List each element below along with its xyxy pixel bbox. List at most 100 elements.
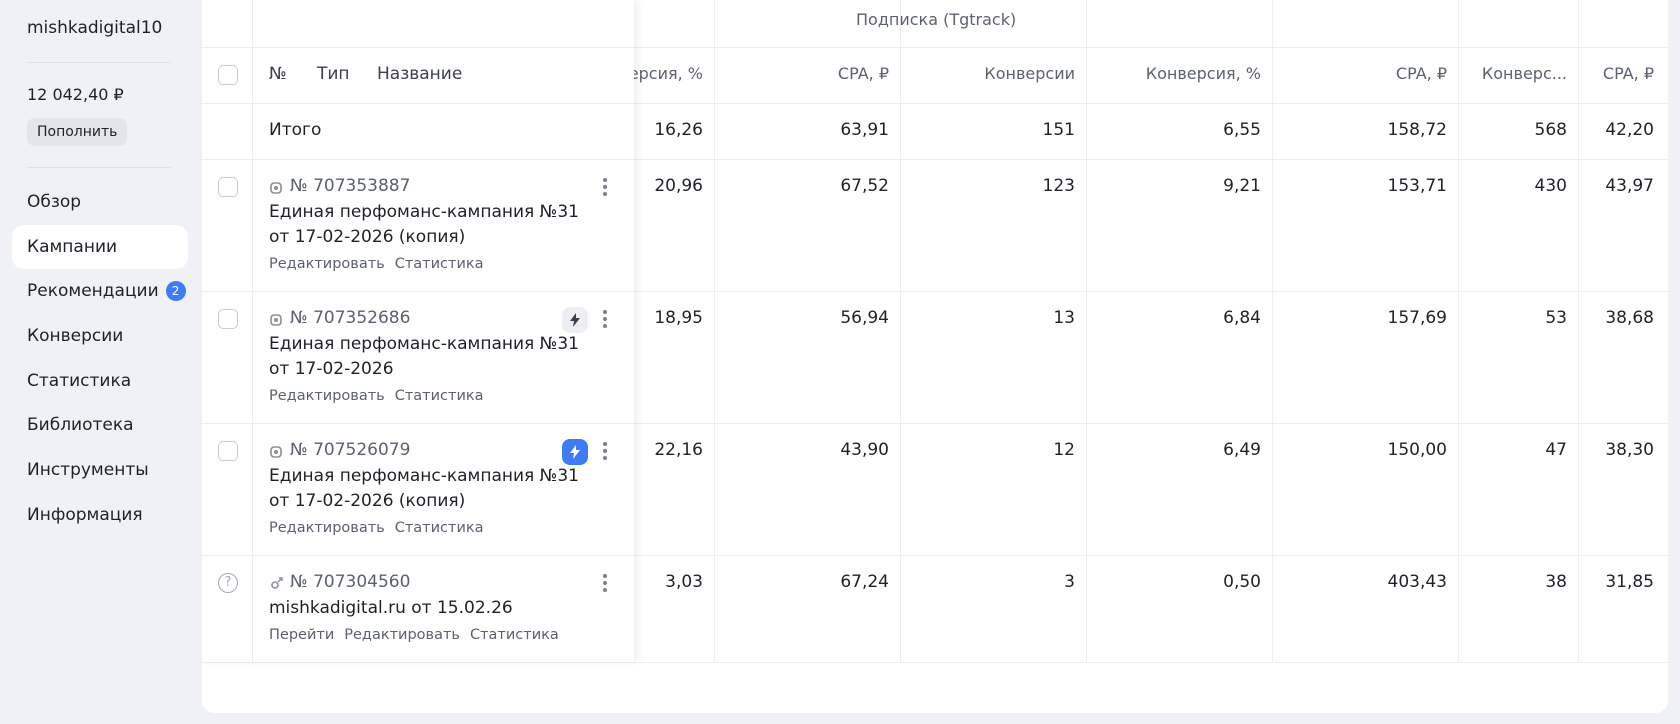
- help-icon[interactable]: ?: [218, 573, 238, 593]
- nav-item-info[interactable]: Информация: [12, 493, 188, 537]
- group-header: Подписка (Tgtrack): [856, 10, 1017, 29]
- stats-link[interactable]: Статистика: [394, 388, 484, 404]
- col-header[interactable]: CPA, ₽: [1602, 64, 1654, 83]
- campaign-id[interactable]: № 707304560: [290, 572, 411, 592]
- nav-item-campaigns[interactable]: Кампании: [12, 224, 188, 269]
- col-header[interactable]: Конверсия, %: [1145, 64, 1261, 83]
- cell-value: 67,52: [840, 176, 889, 196]
- more-icon[interactable]: [602, 308, 608, 330]
- cell-value: 430: [1534, 176, 1567, 196]
- topup-button[interactable]: Пополнить: [27, 118, 128, 146]
- cell-value: 31,85: [1605, 572, 1654, 592]
- stats-link[interactable]: Статистика: [469, 627, 559, 643]
- campaign-id[interactable]: № 707526079: [290, 440, 411, 460]
- nav-menu: Обзор Кампании Рекомендации 2 Конверсии С…: [12, 180, 188, 538]
- cell-value: 20,96: [654, 176, 703, 196]
- total-value: 42,20: [1605, 120, 1654, 140]
- cell-value: 43,97: [1605, 176, 1654, 196]
- grid-line: [202, 423, 634, 424]
- edit-link[interactable]: Редактировать: [269, 256, 385, 272]
- col-header-name[interactable]: Название: [377, 64, 463, 84]
- count-badge: 2: [165, 281, 186, 302]
- col-header[interactable]: CPA, ₽: [1395, 64, 1447, 83]
- cell-value: 150,00: [1387, 440, 1447, 460]
- cell-value: 38,68: [1605, 308, 1654, 328]
- grid-line: [202, 423, 1668, 424]
- campaign-type-icon: [270, 182, 282, 194]
- campaign-name[interactable]: Единая перфоманс-кампания №31 от 17-02-2…: [269, 334, 579, 379]
- cell-value: 38: [1545, 572, 1567, 592]
- campaign-name[interactable]: Единая перфоманс-кампания №31 от 17-02-2…: [269, 466, 579, 511]
- cell-value: 18,95: [654, 308, 703, 328]
- nav-label: Информация: [27, 504, 143, 525]
- campaign-id[interactable]: № 707352686: [290, 308, 411, 328]
- cell-value: 153,71: [1387, 176, 1447, 196]
- cell-value: 13: [1053, 308, 1075, 328]
- nav-item-overview[interactable]: Обзор: [12, 180, 188, 224]
- total-value: 63,91: [840, 120, 889, 140]
- nav-item-library[interactable]: Библиотека: [12, 403, 188, 447]
- campaign-name[interactable]: mishkadigital.ru от 15.02.26: [269, 598, 513, 618]
- select-all-checkbox[interactable]: [218, 65, 238, 85]
- more-icon[interactable]: [602, 176, 608, 198]
- more-icon[interactable]: [602, 572, 608, 594]
- col-header[interactable]: Конверс...: [1481, 64, 1567, 83]
- account-name[interactable]: mishkadigital10: [27, 18, 163, 38]
- campaigns-table: Подписка (Tgtrack) ерсия, % CPA, ₽ Конве…: [202, 0, 1668, 713]
- grid-line: [202, 291, 1668, 292]
- col-header-type[interactable]: Тип: [317, 64, 350, 84]
- total-value: 568: [1534, 120, 1567, 140]
- nav-label: Обзор: [27, 192, 82, 212]
- campaign-type-icon: [270, 314, 282, 326]
- col-header[interactable]: Конверсии: [984, 64, 1075, 83]
- more-icon[interactable]: [602, 440, 608, 462]
- nav-item-conversions[interactable]: Конверсии: [12, 314, 188, 358]
- total-value: 16,26: [654, 120, 703, 140]
- cell-value: 403,43: [1387, 572, 1447, 592]
- nav-item-statistics[interactable]: Статистика: [12, 359, 188, 403]
- cell-value: 38,30: [1605, 440, 1654, 460]
- grid-line: [202, 555, 634, 556]
- col-header[interactable]: ерсия, %: [628, 64, 703, 83]
- grid-line: [202, 103, 1668, 104]
- nav-item-recommendations[interactable]: Рекомендации 2: [12, 269, 188, 313]
- grid-line: [202, 159, 634, 160]
- grid-line: [1086, 0, 1087, 662]
- nav-item-tools[interactable]: Инструменты: [12, 448, 188, 492]
- total-value: 151: [1042, 120, 1075, 140]
- campaign-name[interactable]: Единая перфоманс-кампания №31 от 17-02-2…: [269, 202, 579, 247]
- stats-link[interactable]: Статистика: [394, 520, 484, 536]
- cell-value: 67,24: [840, 572, 889, 592]
- campaign-id[interactable]: № 707353887: [290, 176, 411, 196]
- grid-line: [202, 291, 634, 292]
- col-header[interactable]: CPA, ₽: [837, 64, 889, 83]
- edit-link[interactable]: Редактировать: [269, 388, 385, 404]
- balance: 12 042,40 ₽: [27, 85, 124, 104]
- cell-value: 6,84: [1223, 308, 1261, 328]
- col-header-num[interactable]: №: [269, 64, 287, 84]
- autostrategy-icon[interactable]: [562, 307, 588, 333]
- grid-line: [252, 0, 253, 662]
- cell-value: 22,16: [654, 440, 703, 460]
- grid-line: [202, 47, 634, 48]
- row-links: Перейти Редактировать Статистика: [269, 627, 569, 643]
- nav-label: Конверсии: [27, 326, 124, 347]
- cell-value: 53: [1545, 308, 1567, 328]
- row-checkbox[interactable]: [218, 441, 238, 461]
- row-checkbox[interactable]: [218, 309, 238, 329]
- cell-value: 9,21: [1223, 176, 1261, 196]
- row-links: Редактировать Статистика: [269, 520, 494, 536]
- edit-link[interactable]: Редактировать: [269, 520, 385, 536]
- cell-value: 6,49: [1223, 440, 1261, 460]
- edit-link[interactable]: Редактировать: [344, 627, 460, 643]
- row-links: Редактировать Статистика: [269, 256, 494, 272]
- stats-link[interactable]: Статистика: [394, 256, 484, 272]
- goto-link[interactable]: Перейти: [269, 627, 335, 643]
- total-value: 158,72: [1387, 120, 1447, 140]
- cell-value: 3: [1064, 572, 1075, 592]
- autostrategy-icon[interactable]: [562, 439, 588, 465]
- grid-line: [1458, 0, 1459, 662]
- row-checkbox[interactable]: [218, 177, 238, 197]
- grid-line: [714, 0, 715, 662]
- sidebar: mishkadigital10 12 042,40 ₽ Пополнить Об…: [0, 0, 200, 724]
